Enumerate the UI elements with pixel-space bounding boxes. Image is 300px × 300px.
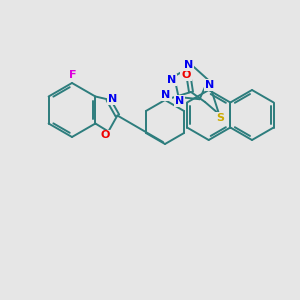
Text: N: N bbox=[167, 75, 176, 85]
Text: N: N bbox=[184, 60, 193, 70]
Text: S: S bbox=[216, 113, 224, 123]
Text: N: N bbox=[175, 96, 184, 106]
Text: N: N bbox=[108, 94, 117, 104]
Text: F: F bbox=[69, 70, 77, 80]
Text: O: O bbox=[101, 130, 110, 140]
Text: N: N bbox=[205, 80, 214, 90]
Text: O: O bbox=[181, 70, 191, 80]
Text: N: N bbox=[161, 90, 171, 100]
